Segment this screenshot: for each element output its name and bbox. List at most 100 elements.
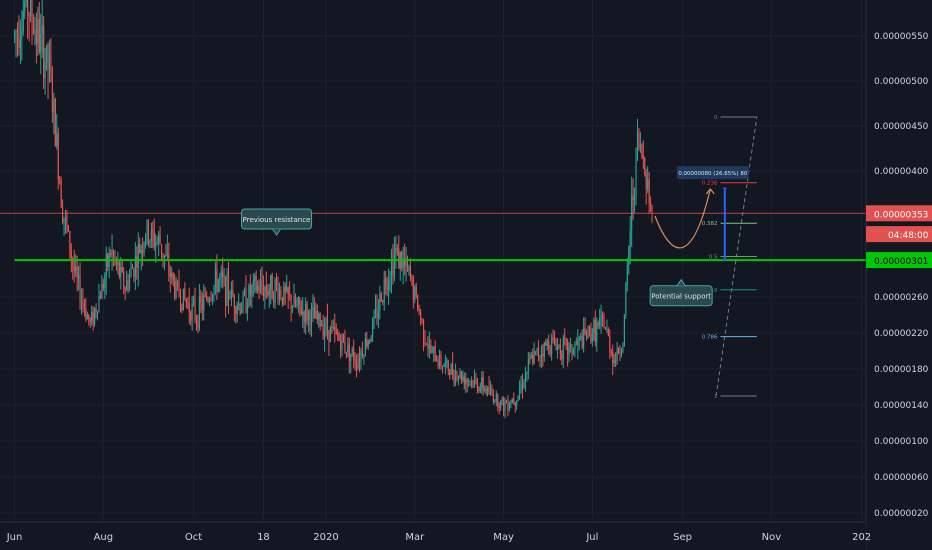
candle-body[interactable] bbox=[41, 25, 43, 34]
candle-body[interactable] bbox=[178, 282, 180, 297]
candle-body[interactable] bbox=[306, 303, 308, 320]
candle-body[interactable] bbox=[134, 256, 136, 277]
candle-body[interactable] bbox=[283, 286, 285, 304]
candle-body[interactable] bbox=[392, 259, 394, 277]
candle-body[interactable] bbox=[211, 294, 214, 300]
candle-body[interactable] bbox=[634, 197, 636, 201]
candle-body[interactable] bbox=[412, 279, 414, 300]
candle-body[interactable] bbox=[242, 294, 244, 310]
candle-body[interactable] bbox=[229, 298, 231, 300]
candle-body[interactable] bbox=[236, 305, 238, 315]
candle-body[interactable] bbox=[193, 299, 195, 304]
candle-body[interactable] bbox=[561, 353, 563, 359]
candle-body[interactable] bbox=[57, 133, 59, 180]
candle-body[interactable] bbox=[580, 336, 582, 338]
candle-body[interactable] bbox=[382, 301, 384, 303]
candle-body[interactable] bbox=[67, 225, 69, 232]
candle-body[interactable] bbox=[469, 381, 471, 383]
candle-body[interactable] bbox=[529, 358, 531, 360]
candle-body[interactable] bbox=[535, 351, 537, 353]
candle-body[interactable] bbox=[209, 299, 211, 302]
candle-body[interactable] bbox=[500, 400, 502, 408]
candle-body[interactable] bbox=[546, 341, 548, 346]
candle-body[interactable] bbox=[629, 229, 631, 248]
candle-body[interactable] bbox=[281, 297, 283, 304]
candle-body[interactable] bbox=[60, 180, 62, 208]
candle-body[interactable] bbox=[514, 402, 516, 406]
candle-body[interactable] bbox=[278, 290, 281, 299]
candle-body[interactable] bbox=[297, 297, 299, 305]
candle-body[interactable] bbox=[537, 348, 540, 357]
candle-body[interactable] bbox=[372, 321, 374, 338]
candle-body[interactable] bbox=[88, 314, 90, 320]
candle-body[interactable] bbox=[316, 310, 318, 320]
candle-body[interactable] bbox=[568, 346, 570, 355]
candle-body[interactable] bbox=[177, 282, 179, 284]
candle-body[interactable] bbox=[117, 261, 119, 265]
candle-body[interactable] bbox=[53, 99, 55, 112]
candle-body[interactable] bbox=[523, 382, 525, 389]
candle-body[interactable] bbox=[38, 19, 40, 52]
candle-body[interactable] bbox=[296, 304, 298, 306]
candle-body[interactable] bbox=[370, 337, 372, 342]
candle-body[interactable] bbox=[286, 287, 288, 292]
candle-body[interactable] bbox=[120, 267, 122, 277]
candle-body[interactable] bbox=[552, 337, 554, 339]
candle-body[interactable] bbox=[618, 348, 620, 354]
candle-body[interactable] bbox=[479, 386, 481, 391]
candle-body[interactable] bbox=[198, 296, 200, 328]
candle-body[interactable] bbox=[503, 397, 505, 411]
candle-body[interactable] bbox=[245, 290, 247, 313]
candle-body[interactable] bbox=[498, 406, 500, 408]
candle-body[interactable] bbox=[348, 344, 350, 362]
candle-body[interactable] bbox=[369, 340, 371, 342]
candle-body[interactable] bbox=[644, 158, 646, 175]
candle-body[interactable] bbox=[165, 255, 167, 256]
candle-body[interactable] bbox=[140, 249, 142, 253]
candle-body[interactable] bbox=[508, 403, 510, 411]
candle-body[interactable] bbox=[341, 334, 343, 350]
candle-body[interactable] bbox=[147, 220, 150, 244]
candle-body[interactable] bbox=[616, 348, 618, 361]
candle-body[interactable] bbox=[251, 285, 253, 296]
candle-body[interactable] bbox=[175, 282, 177, 298]
candle-body[interactable] bbox=[347, 344, 349, 353]
candle-body[interactable] bbox=[302, 311, 304, 315]
candle-body[interactable] bbox=[539, 356, 541, 358]
candle-body[interactable] bbox=[300, 306, 302, 315]
candle-body[interactable] bbox=[137, 244, 139, 268]
candle-body[interactable] bbox=[111, 251, 113, 256]
candle-body[interactable] bbox=[628, 247, 630, 265]
candle-body[interactable] bbox=[623, 314, 625, 346]
candle-body[interactable] bbox=[249, 285, 251, 296]
candle-body[interactable] bbox=[459, 371, 461, 378]
candle-body[interactable] bbox=[583, 327, 585, 348]
candle-body[interactable] bbox=[243, 290, 246, 295]
candle-body[interactable] bbox=[289, 295, 291, 296]
candle-body[interactable] bbox=[94, 308, 96, 325]
candle-body[interactable] bbox=[291, 307, 294, 310]
candle-body[interactable] bbox=[56, 133, 58, 147]
candle-body[interactable] bbox=[612, 352, 614, 364]
candle-body[interactable] bbox=[82, 299, 84, 303]
candle-body[interactable] bbox=[146, 220, 148, 239]
candle-body[interactable] bbox=[427, 343, 429, 349]
candle-body[interactable] bbox=[91, 311, 93, 322]
candle-body[interactable] bbox=[118, 261, 120, 277]
candle-body[interactable] bbox=[505, 402, 508, 404]
candle-body[interactable] bbox=[152, 229, 154, 232]
candle-body[interactable] bbox=[40, 33, 42, 52]
candle-body[interactable] bbox=[252, 280, 254, 286]
candle-body[interactable] bbox=[188, 303, 190, 313]
candle-body[interactable] bbox=[290, 295, 292, 310]
candle-body[interactable] bbox=[425, 343, 428, 345]
candle-body[interactable] bbox=[501, 397, 503, 401]
candle-body[interactable] bbox=[142, 249, 144, 254]
candle-body[interactable] bbox=[143, 242, 145, 254]
candle-body[interactable] bbox=[64, 215, 67, 218]
candle-body[interactable] bbox=[271, 275, 273, 300]
candle-body[interactable] bbox=[373, 314, 375, 322]
candle-body[interactable] bbox=[492, 394, 494, 402]
